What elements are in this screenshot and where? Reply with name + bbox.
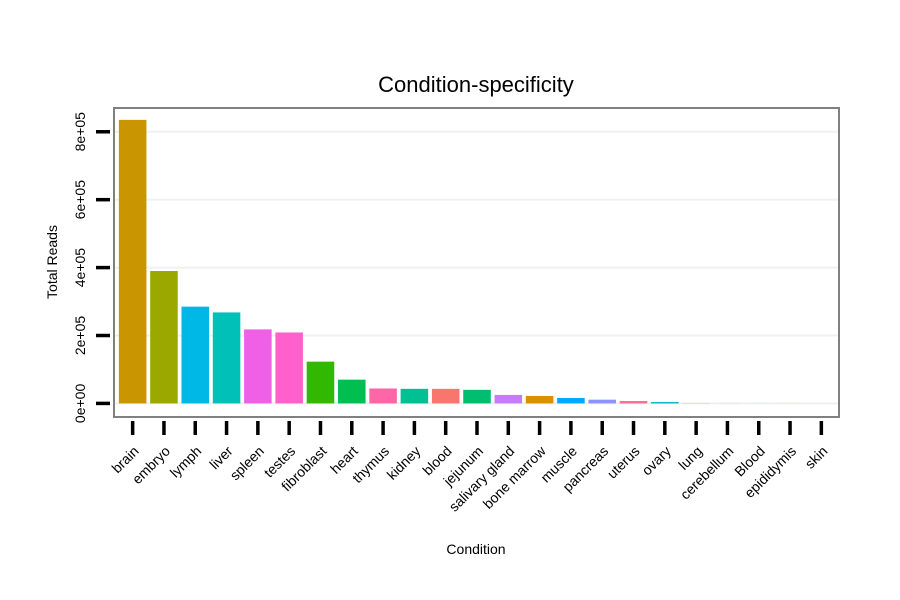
x-axis-label: Condition — [446, 541, 505, 557]
y-tick-label: 2e+05 — [72, 316, 88, 356]
bar-jejunum — [463, 389, 491, 404]
y-tick-label: 4e+05 — [72, 248, 88, 288]
y-axis: 0e+00 2e+05 4e+05 6e+05 8e+05 — [72, 112, 110, 423]
bars — [118, 119, 836, 404]
y-tick-label: 8e+05 — [72, 112, 88, 152]
bar-spleen — [244, 329, 272, 404]
bar-thymus — [369, 388, 397, 404]
x-tick-label: kidney — [384, 443, 424, 483]
bar-brain — [118, 119, 147, 404]
plot-border — [113, 107, 840, 418]
bar-muscle — [557, 397, 585, 404]
bar-fibroblast — [306, 361, 335, 404]
bar-blood — [431, 388, 460, 404]
bar-uterus — [619, 401, 648, 404]
y-tick-label: 0e+00 — [72, 384, 88, 424]
y-tick-label: 6e+05 — [72, 180, 88, 220]
x-tick-label: uterus — [604, 443, 643, 482]
x-tick-label: spleen — [226, 443, 266, 483]
bar-salivary-gland — [494, 394, 523, 404]
bar-heart — [338, 379, 366, 404]
bar-bone-marrow — [525, 395, 554, 404]
bar-embryo — [150, 270, 178, 404]
bar-ovary — [651, 402, 679, 404]
y-axis-label: Total Reads — [44, 225, 60, 299]
bar-testes — [275, 332, 303, 404]
chart-title: Condition-specificity — [378, 72, 574, 97]
bar-lymph — [181, 306, 210, 404]
bar-liver — [212, 312, 241, 404]
bar-pancreas — [588, 399, 616, 404]
x-tick-label: skin — [802, 443, 831, 472]
x-tick-label: lymph — [167, 443, 205, 481]
x-tick-label: ovary — [638, 443, 674, 479]
bar-kidney — [400, 388, 429, 404]
